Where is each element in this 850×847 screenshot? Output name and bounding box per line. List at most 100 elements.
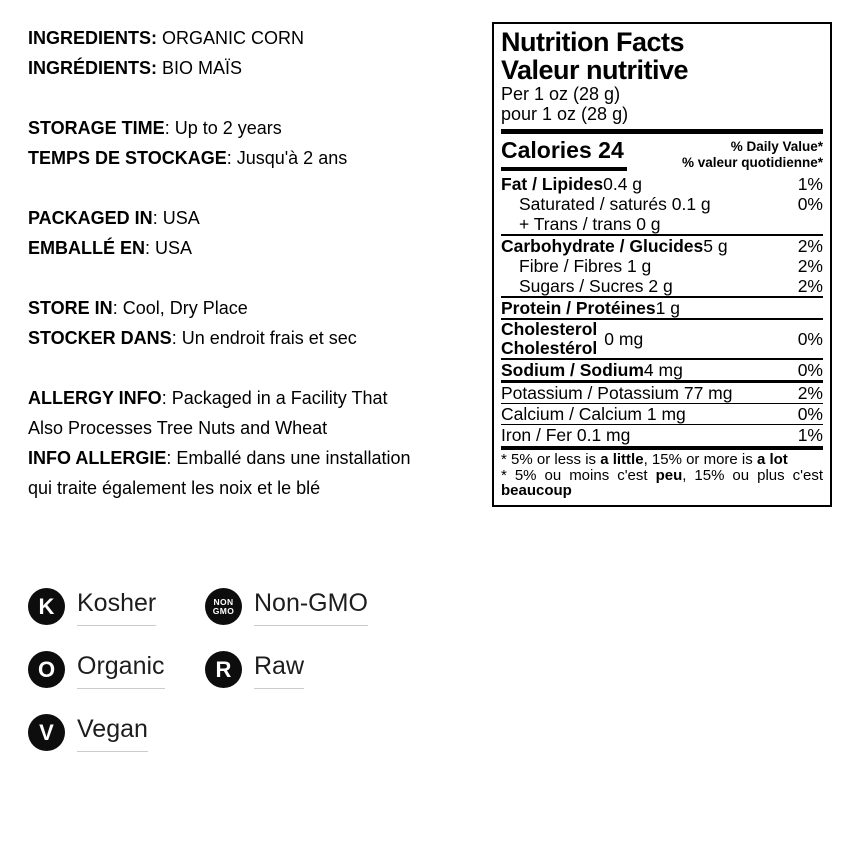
- nutrient-amount: + Trans / trans 0 g: [519, 214, 661, 234]
- nutrient-row-sodium: Sodium / Sodium 4 mg 0%: [501, 358, 823, 380]
- serving-size-en: Per 1 oz (28 g): [501, 84, 621, 104]
- ingredients-group: INGREDIENTS: ORGANIC CORN INGRÉDIENTS: B…: [28, 23, 411, 83]
- organic-icon: O: [28, 651, 65, 688]
- info-value: : Packaged in a Facility That: [161, 388, 388, 408]
- info-value: : USA: [145, 238, 193, 258]
- info-line-ingredients-en: INGREDIENTS: ORGANIC CORN: [28, 23, 411, 53]
- badge-raw: R Raw: [205, 651, 368, 689]
- footnote-fr: * 5% ou moins c'est peu, 15% ou plus c'e…: [501, 466, 823, 499]
- nutrient-row-saturated: Saturated / saturés 0.1 g 0%: [501, 194, 823, 214]
- badge-vegan: V Vegan: [28, 714, 205, 752]
- nutrient-name: Fat / Lipides: [501, 174, 604, 194]
- vegan-icon: V: [28, 714, 65, 751]
- store-in-group: STORE IN: Cool, Dry Place STOCKER DANS: …: [28, 293, 411, 353]
- nutrient-amount: 0.4 g: [603, 174, 643, 194]
- nutrient-amount: Potassium / Potassium 77 mg: [501, 383, 733, 403]
- info-label: PACKAGED IN: [28, 208, 153, 228]
- thick-divider: [501, 129, 823, 134]
- footnote-block: * 5% or less is a little, 15% or more is…: [501, 446, 823, 499]
- footnote-en: * 5% or less is a little, 15% or more is…: [501, 451, 788, 468]
- nutrient-row-calcium: Calcium / Calcium 1 mg 0%: [501, 403, 823, 424]
- nutrient-dv: 0%: [797, 404, 823, 424]
- info-label: INGREDIENTS:: [28, 28, 158, 48]
- info-value: BIO MAÏS: [157, 58, 243, 78]
- nutrient-row-iron: Iron / Fer 0.1 mg 1%: [501, 424, 823, 445]
- non-gmo-label: Non-GMO: [254, 589, 368, 626]
- info-label: STOCKER DANS: [28, 328, 172, 348]
- nutrient-amount: Calcium / Calcium 1 mg: [501, 404, 686, 424]
- info-label: STORAGE TIME: [28, 118, 165, 138]
- info-value: : USA: [152, 208, 200, 228]
- info-label: INGRÉDIENTS:: [28, 58, 158, 78]
- nutrient-dv: 1%: [797, 174, 823, 194]
- nutrient-row-carbohydrate: Carbohydrate / Glucides 5 g 2%: [501, 234, 823, 256]
- allergy-info-group: ALLERGY INFO: Packaged in a Facility Tha…: [28, 383, 411, 503]
- nutrient-amount: Iron / Fer 0.1 mg: [501, 425, 631, 445]
- info-value: : Jusqu'à 2 ans: [226, 148, 348, 168]
- nutrient-dv: 1%: [797, 425, 823, 445]
- nutrient-row-potassium: Potassium / Potassium 77 mg 2%: [501, 380, 823, 403]
- nutrient-dv: 0%: [797, 360, 823, 380]
- info-line-allergy-en-2: Also Processes Tree Nuts and Wheat: [28, 413, 411, 443]
- storage-time-group: STORAGE TIME: Up to 2 years TEMPS DE STO…: [28, 113, 411, 173]
- certification-badges: K Kosher NON GMO Non-GMO O Organic R Raw…: [28, 588, 368, 752]
- info-label: EMBALLÉ EN: [28, 238, 145, 258]
- info-value: : Up to 2 years: [164, 118, 282, 138]
- info-label: TEMPS DE STOCKAGE: [28, 148, 227, 168]
- nutrient-name: Cholesterol Cholestérol: [501, 320, 597, 358]
- badge-kosher: K Kosher: [28, 588, 205, 626]
- nutrient-name: Sodium / Sodium: [501, 360, 644, 380]
- nutrient-row-cholesterol: Cholesterol Cholestérol 0 mg 0%: [501, 318, 823, 358]
- cholesterol-fr: Cholestérol: [501, 338, 598, 358]
- info-value: qui traite également les noix et le blé: [28, 478, 321, 498]
- non-gmo-icon-bottom-text: GMO: [212, 605, 235, 616]
- nutrition-facts-panel: Nutrition Facts Valeur nutritive Per 1 o…: [492, 22, 832, 507]
- nutrient-amount: Sugars / Sucres 2 g: [519, 276, 673, 296]
- nutrient-name: Protein / Protéines: [501, 298, 656, 318]
- calories-row: Calories 24 % Daily Value* % valeur quot…: [501, 136, 823, 171]
- info-line-allergy-fr-1: INFO ALLERGIE: Emballé dans une installa…: [28, 443, 411, 473]
- info-line-allergy-en-1: ALLERGY INFO: Packaged in a Facility Tha…: [28, 383, 411, 413]
- info-label: INFO ALLERGIE: [28, 448, 167, 468]
- nutrient-row-fibre: Fibre / Fibres 1 g 2%: [501, 256, 823, 276]
- nutrient-dv: 0%: [797, 194, 823, 214]
- non-gmo-icon: NON GMO: [205, 588, 242, 625]
- nutrient-amount: 1 g: [655, 298, 680, 318]
- daily-value-header: % Daily Value* % valeur quotidienne*: [682, 136, 823, 170]
- info-line-packaged-fr: EMBALLÉ EN: USA: [28, 233, 411, 263]
- info-value: ORGANIC CORN: [157, 28, 305, 48]
- info-label: ALLERGY INFO: [28, 388, 162, 408]
- info-line-storage-en: STORAGE TIME: Up to 2 years: [28, 113, 411, 143]
- nutrient-amount: Fibre / Fibres 1 g: [519, 256, 652, 276]
- badge-organic: O Organic: [28, 651, 205, 689]
- nutrient-dv: 2%: [797, 383, 823, 403]
- info-line-ingredients-fr: INGRÉDIENTS: BIO MAÏS: [28, 53, 411, 83]
- non-gmo-icon-top-text: NON: [213, 596, 234, 607]
- raw-label: Raw: [254, 652, 305, 689]
- info-value: : Cool, Dry Place: [112, 298, 248, 318]
- badge-non-gmo: NON GMO Non-GMO: [205, 588, 368, 626]
- daily-value-header-en: % Daily Value*: [730, 139, 823, 154]
- info-value: : Un endroit frais et sec: [171, 328, 357, 348]
- cholesterol-en: Cholesterol: [501, 319, 598, 339]
- calories-value: Calories 24: [501, 136, 627, 171]
- info-line-store-en: STORE IN: Cool, Dry Place: [28, 293, 411, 323]
- info-label: STORE IN: [28, 298, 113, 318]
- info-line-packaged-en: PACKAGED IN: USA: [28, 203, 411, 233]
- nutrient-row-protein: Protein / Protéines 1 g: [501, 296, 823, 318]
- nutrition-title-en: Nutrition Facts: [501, 27, 685, 57]
- organic-label: Organic: [77, 652, 165, 689]
- nutrient-dv: 2%: [797, 236, 823, 256]
- nutrient-row-sugars: Sugars / Sucres 2 g 2%: [501, 276, 823, 296]
- nutrient-dv: 0%: [797, 328, 823, 349]
- nutrient-dv: 2%: [797, 276, 823, 296]
- nutrient-amount: 4 mg: [643, 360, 683, 380]
- info-value: : Emballé dans une installation: [166, 448, 411, 468]
- vegan-label: Vegan: [77, 715, 148, 752]
- info-value: Also Processes Tree Nuts and Wheat: [28, 418, 328, 438]
- info-line-allergy-fr-2: qui traite également les noix et le blé: [28, 473, 411, 503]
- serving-size-fr: pour 1 oz (28 g): [501, 104, 629, 124]
- nutrient-name: Carbohydrate / Glucides: [501, 236, 704, 256]
- nutrient-row-fat: Fat / Lipides 0.4 g 1%: [501, 174, 823, 194]
- nutrient-row-trans: + Trans / trans 0 g: [501, 214, 823, 234]
